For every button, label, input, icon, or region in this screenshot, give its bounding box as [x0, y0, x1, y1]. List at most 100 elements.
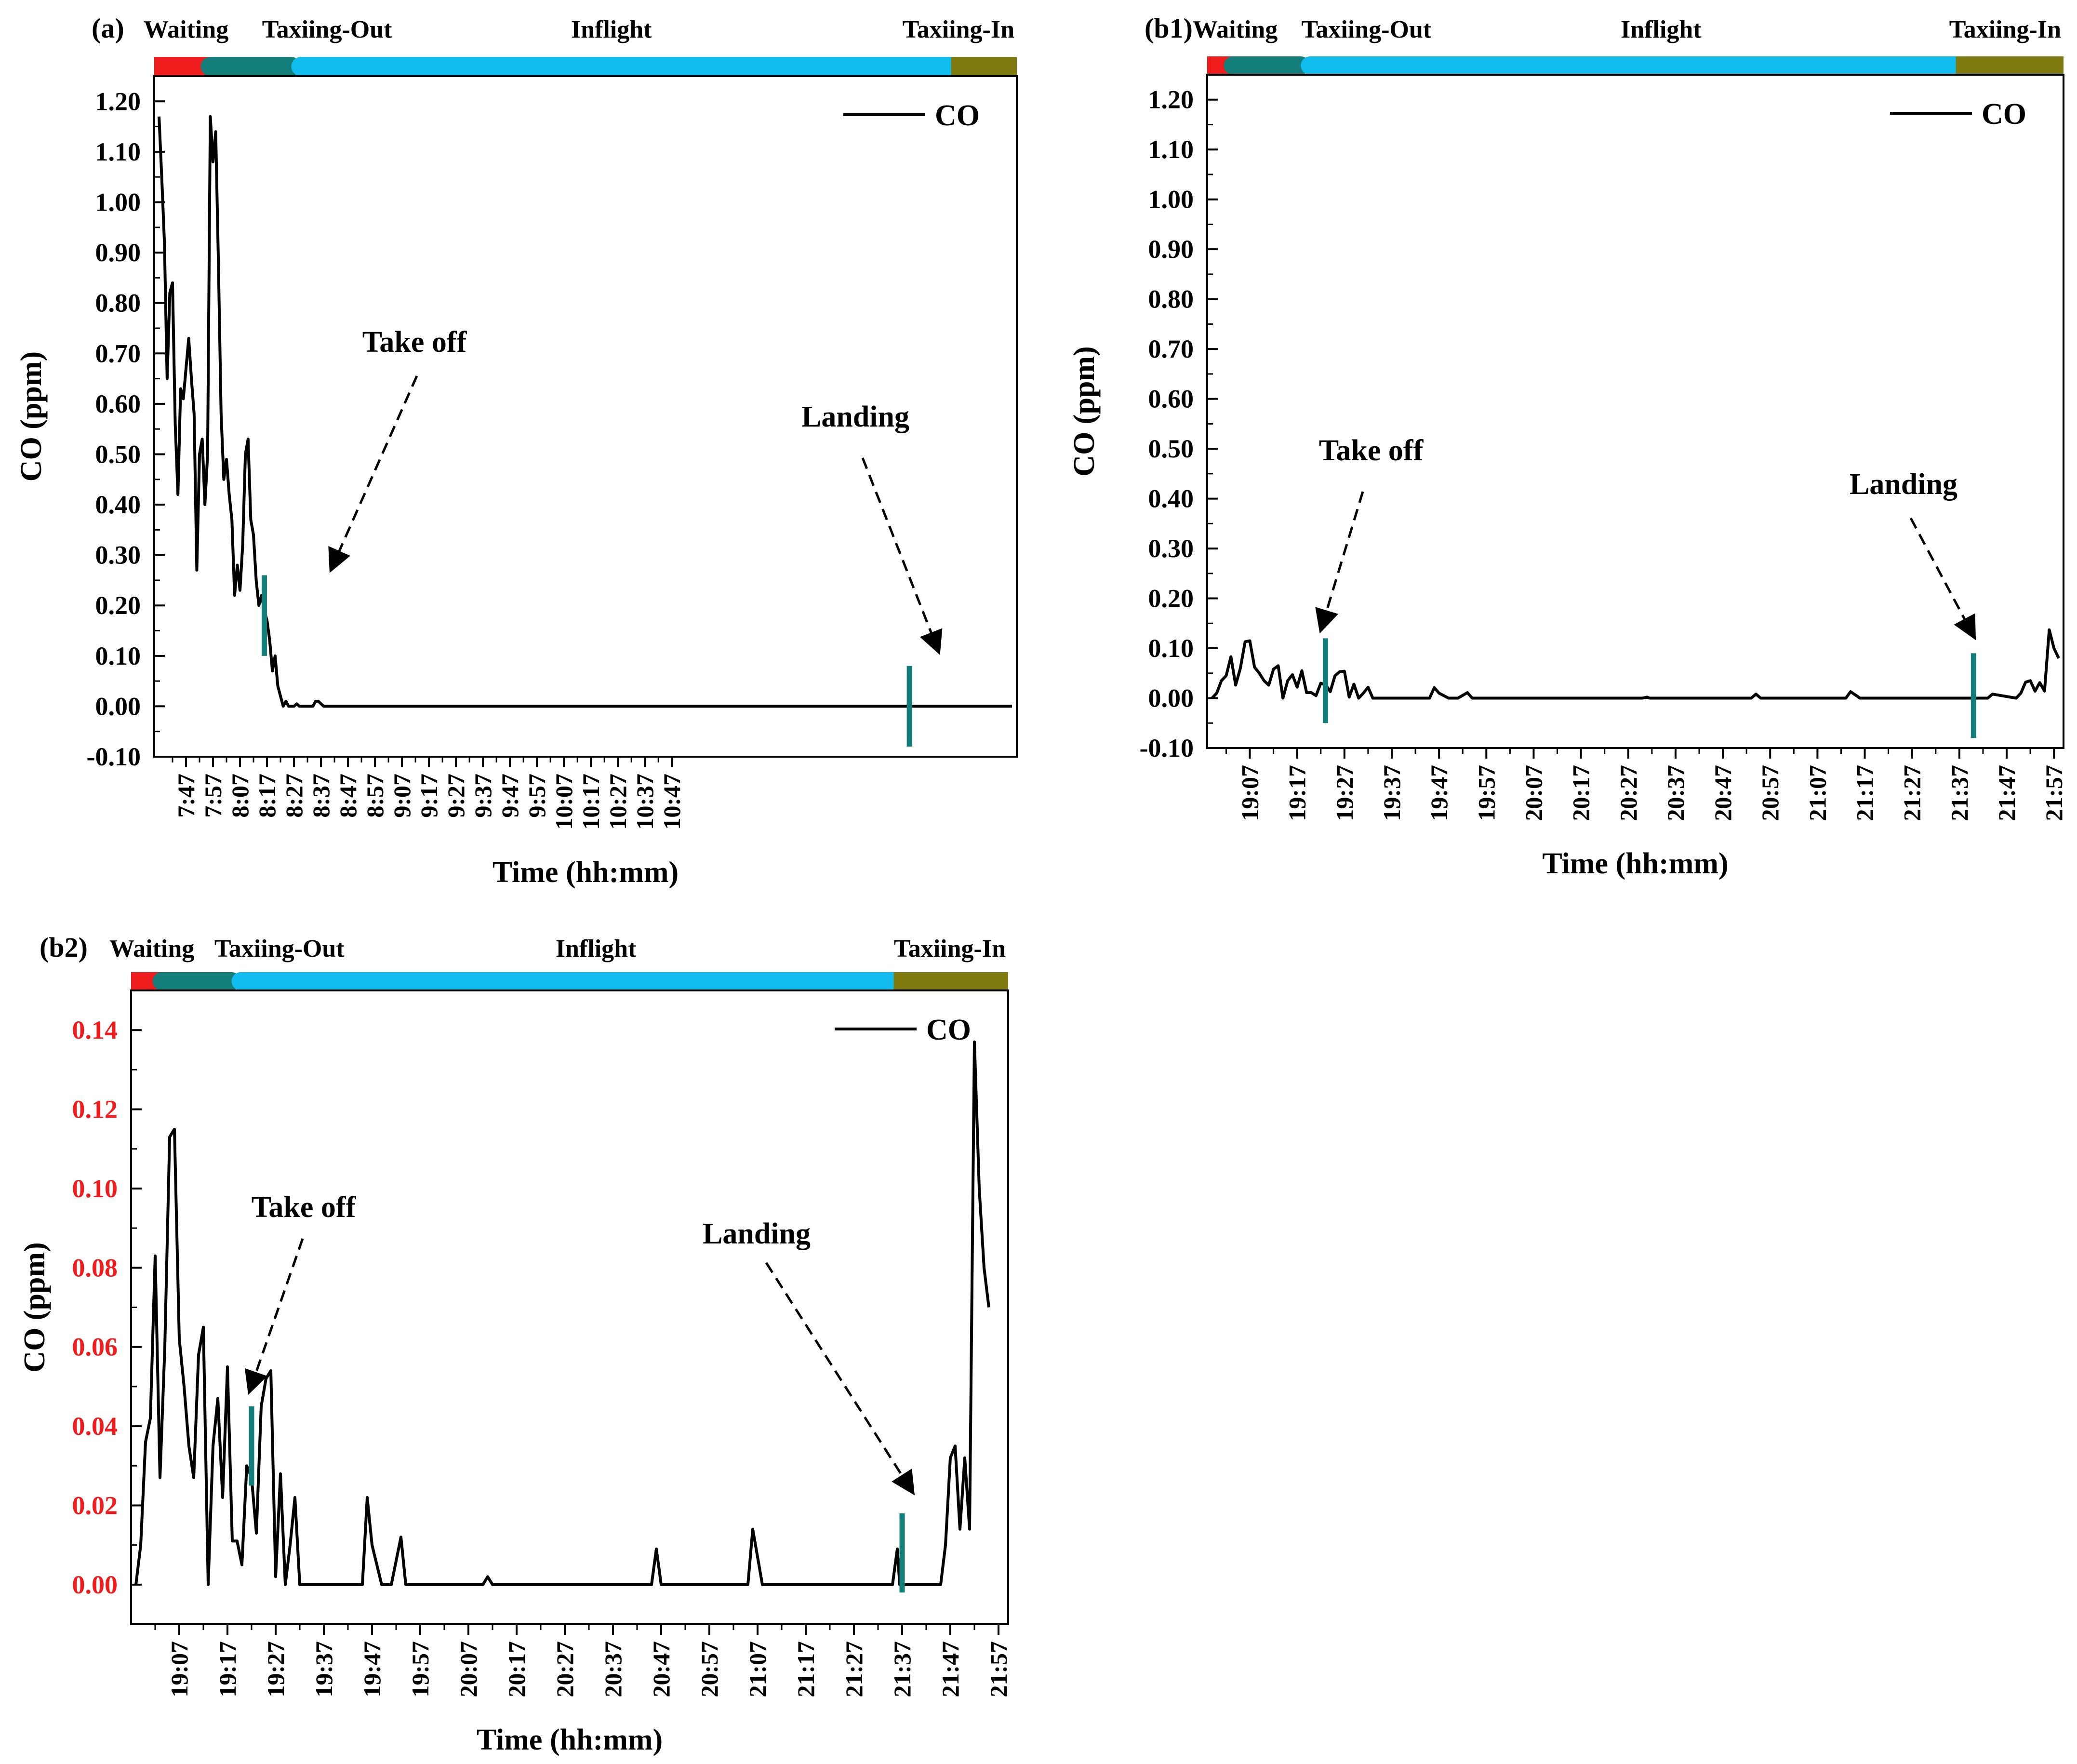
y-tick-label: 0.30 — [1148, 534, 1194, 563]
y-tick-label: 0.20 — [1148, 584, 1194, 613]
y-tick-label: 1.00 — [95, 187, 141, 216]
phase-bar-inflight — [231, 972, 903, 990]
x-tick-label: 19:47 — [1425, 765, 1452, 821]
phase-bar-inflight — [1301, 56, 1965, 75]
x-tick-label: 19:47 — [359, 1641, 386, 1697]
y-tick-label: 0.04 — [72, 1412, 118, 1441]
y-tick-label: 0.08 — [72, 1253, 118, 1282]
y-tick-label: 0.06 — [72, 1333, 118, 1362]
y-tick-label: 0.80 — [1148, 285, 1194, 314]
x-tick-label: 21:57 — [985, 1641, 1012, 1697]
phase-label-taxiing-in: Taxiing-In — [903, 16, 1014, 43]
y-tick-label: 0.80 — [95, 289, 141, 318]
annotation-label: Landing — [801, 401, 909, 433]
y-tick-label: -0.10 — [87, 742, 141, 771]
x-tick-label: 21:07 — [744, 1641, 771, 1697]
x-tick-label: 20:17 — [1568, 765, 1595, 821]
x-tick-label: 10:47 — [658, 774, 685, 830]
phase-label-taxiing-in: Taxiing-In — [894, 935, 1006, 962]
phase-label-taxiing-out: Taxiing-Out — [1301, 16, 1431, 43]
y-tick-label: 0.00 — [95, 692, 141, 721]
y-tick-label: 0.90 — [95, 238, 141, 267]
x-tick-label: 19:27 — [262, 1641, 289, 1697]
annotation-arrow — [328, 375, 418, 573]
y-tick-label: 0.30 — [95, 541, 141, 570]
y-tick-label: 0.70 — [95, 339, 141, 368]
x-tick-label: 20:47 — [648, 1641, 675, 1697]
x-tick-label: 19:07 — [1237, 765, 1264, 821]
x-tick-label: 8:37 — [307, 774, 334, 818]
chart-panel-b2: (b2) Waiting Taxiing-Out Inflight Taxiing-In… — [18, 932, 1012, 1756]
x-tick-label: 20:37 — [599, 1641, 626, 1697]
x-tick-label: 19:27 — [1331, 765, 1358, 821]
panel-label: (b1) — [1145, 13, 1193, 44]
x-tick-label: 9:07 — [388, 774, 415, 818]
annotation-arrow — [244, 1238, 304, 1395]
plot-frame — [130, 989, 1009, 1625]
y-axis-title: CO (ppm) — [15, 351, 48, 481]
annotation-arrow — [765, 1262, 915, 1496]
x-tick-label: 21:17 — [1851, 765, 1878, 821]
y-tick-label: 0.10 — [72, 1174, 118, 1203]
x-tick-label: 19:17 — [1284, 765, 1311, 821]
annotation-arrow — [1909, 517, 1976, 641]
y-tick-label: 1.10 — [1148, 135, 1194, 164]
x-tick-label: 10:37 — [631, 774, 658, 830]
x-tick-label: 19:37 — [310, 1641, 337, 1697]
phase-label-inflight: Inflight — [556, 935, 637, 962]
x-tick-label: 20:07 — [455, 1641, 482, 1697]
y-tick-label: 1.20 — [95, 87, 141, 116]
y-tick-label: 0.70 — [1148, 334, 1194, 363]
annotation-label: Take off — [1319, 434, 1424, 467]
x-tick-label: 8:27 — [280, 774, 307, 818]
x-tick-label: 20:27 — [551, 1641, 578, 1697]
y-tick-label: 0.40 — [95, 490, 141, 519]
phase-label-taxiing-out: Taxiing-Out — [214, 935, 345, 962]
x-tick-label: 20:07 — [1520, 765, 1547, 821]
phase-bar-taxiing-out — [152, 972, 241, 990]
x-axis-title: Time (hh:mm) — [477, 1724, 663, 1756]
annotation-arrow — [861, 457, 943, 655]
y-tick-label: 0.50 — [95, 440, 141, 468]
x-tick-label: 21:07 — [1804, 765, 1831, 821]
legend-label: CO — [1982, 98, 2026, 131]
x-tick-label: 19:57 — [407, 1641, 434, 1697]
x-tick-label: 20:27 — [1615, 765, 1642, 821]
y-tick-label: 0.90 — [1148, 235, 1194, 264]
plot-frame — [1206, 74, 2064, 749]
x-tick-label: 20:57 — [1757, 765, 1784, 821]
x-tick-label: 21:27 — [840, 1641, 867, 1697]
x-tick-label: 19:57 — [1473, 765, 1500, 821]
y-tick-label: 0.14 — [72, 1016, 118, 1044]
annotation-label: Landing — [1850, 468, 1957, 501]
x-tick-label: 21:37 — [1946, 765, 1973, 821]
y-tick-label: 0.12 — [72, 1095, 118, 1124]
x-tick-label: 9:37 — [469, 774, 496, 818]
y-tick-label: 0.60 — [95, 389, 141, 418]
y-tick-label: -0.10 — [1140, 734, 1194, 762]
legend-label: CO — [926, 1014, 971, 1046]
phase-bar-taxiing-in — [951, 57, 1017, 76]
phase-bar-taxiing-out — [200, 57, 301, 76]
panel-label: (a) — [92, 13, 124, 44]
x-tick-label: 21:37 — [889, 1641, 916, 1697]
legend-label: CO — [935, 99, 980, 132]
x-axis-title: Time (hh:mm) — [1542, 847, 1728, 880]
x-tick-label: 7:47 — [173, 774, 200, 818]
chart-panel-a: (a) Waiting Taxiing-Out Inflight Taxiing-In -… — [15, 13, 1018, 889]
x-tick-label: 19:17 — [214, 1641, 241, 1697]
x-tick-label: 9:57 — [523, 774, 550, 818]
x-tick-label: 8:07 — [226, 774, 253, 818]
x-tick-label: 8:47 — [334, 774, 361, 818]
panel-label: (b2) — [40, 932, 88, 963]
chart-panel-b1: (b1) Waiting Taxiing-Out Inflight Taxiing-In… — [1068, 13, 2067, 880]
y-tick-label: 0.40 — [1148, 484, 1194, 513]
phase-bar-inflight — [291, 57, 961, 76]
y-tick-label: 1.00 — [1148, 185, 1194, 214]
x-tick-label: 10:07 — [550, 774, 577, 830]
phase-label-waiting: Waiting — [144, 16, 228, 43]
x-tick-label: 21:47 — [937, 1641, 964, 1697]
phase-bar-taxiing-out — [1224, 56, 1310, 75]
x-tick-label: 8:17 — [253, 774, 280, 818]
